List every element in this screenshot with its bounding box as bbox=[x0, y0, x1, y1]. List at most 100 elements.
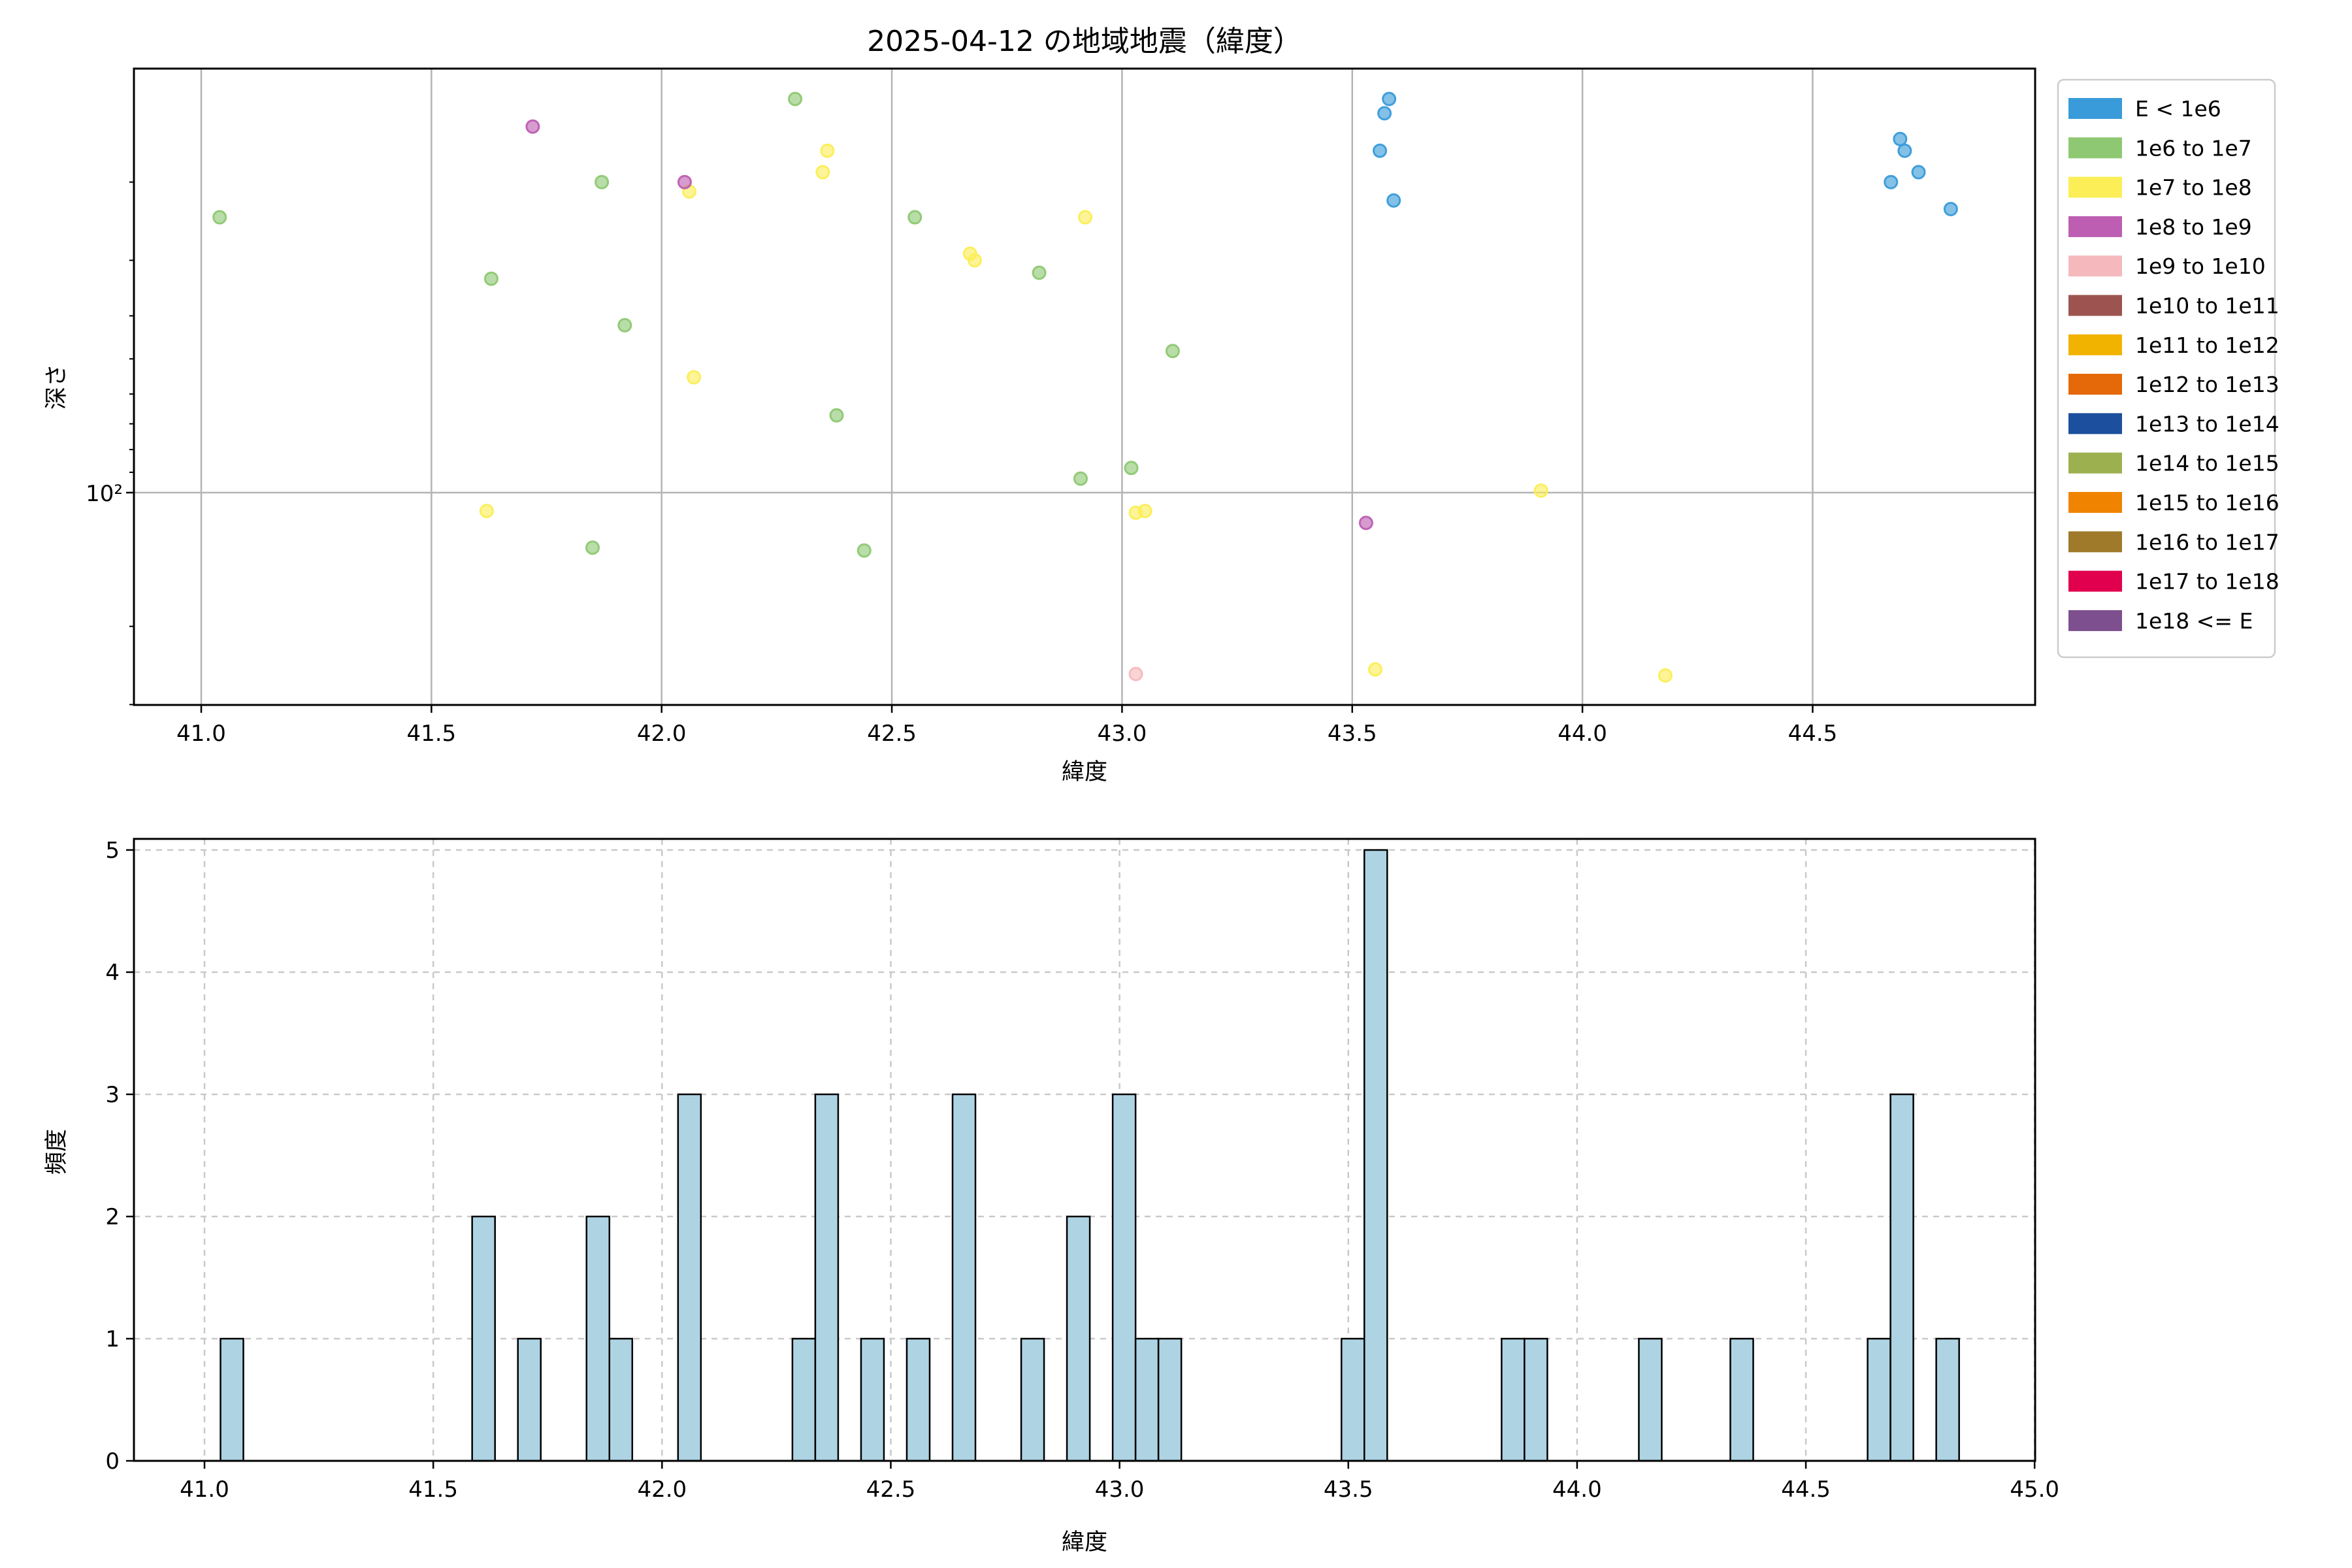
x-tick-label: 42.5 bbox=[866, 1477, 916, 1503]
scatter-point bbox=[1078, 210, 1093, 225]
scatter-plot-border bbox=[133, 67, 2036, 706]
histogram-bar bbox=[1501, 1337, 1526, 1462]
y-tick-label: 5 bbox=[105, 838, 120, 864]
legend-swatch bbox=[2068, 570, 2122, 592]
y-tick-label: 1 bbox=[105, 1326, 120, 1352]
chart-title: 2025-04-12 の地域地震（緯度） bbox=[867, 25, 1302, 58]
legend-swatch bbox=[2068, 255, 2122, 277]
histogram-bar bbox=[1889, 1093, 1914, 1462]
scatter-point bbox=[788, 91, 803, 106]
histogram-bar bbox=[1729, 1337, 1754, 1462]
scatter-point bbox=[1373, 143, 1388, 158]
scatter-point bbox=[525, 119, 540, 134]
scatter-point bbox=[829, 408, 844, 423]
x-tick-label: 44.5 bbox=[1781, 1477, 1831, 1503]
x-tick-label: 43.0 bbox=[1095, 1477, 1145, 1503]
histogram-bar bbox=[220, 1337, 244, 1462]
scatter-point bbox=[1367, 662, 1382, 677]
x-tick-label: 41.0 bbox=[176, 721, 226, 747]
legend-swatch bbox=[2068, 610, 2122, 631]
scatter-point bbox=[1658, 668, 1673, 683]
x-tick-label: 43.5 bbox=[1324, 1477, 1373, 1503]
scatter-point bbox=[820, 143, 835, 158]
legend-item-label: E < 1e6 bbox=[2135, 96, 2221, 122]
scatter-point bbox=[687, 370, 702, 385]
legend-item-label: 1e10 to 1e11 bbox=[2135, 293, 2279, 319]
scatter-point bbox=[595, 174, 610, 189]
histogram-bar bbox=[585, 1215, 611, 1462]
scatter-point bbox=[483, 271, 498, 286]
legend-swatch bbox=[2068, 216, 2122, 237]
legend-swatch bbox=[2068, 492, 2122, 513]
x-tick-label: 43.5 bbox=[1328, 721, 1377, 747]
histogram-bar bbox=[1638, 1337, 1663, 1462]
scatter-point bbox=[967, 253, 982, 268]
histogram-bar bbox=[1134, 1337, 1160, 1462]
histogram-bar bbox=[471, 1215, 496, 1462]
legend-item-label: 1e12 to 1e13 bbox=[2135, 372, 2279, 397]
legend-swatch bbox=[2068, 531, 2122, 553]
legend-swatch bbox=[2068, 176, 2122, 198]
histogram-bars-layer bbox=[220, 849, 1960, 1462]
y-tick-label: 2 bbox=[105, 1204, 120, 1230]
legend-swatch bbox=[2068, 98, 2122, 119]
y-tick-label: 3 bbox=[105, 1082, 120, 1108]
legend-item-label: 1e9 to 1e10 bbox=[2135, 253, 2266, 279]
scatter-point bbox=[1358, 515, 1373, 531]
histogram-gridlines bbox=[134, 839, 2036, 1461]
histogram-bar bbox=[860, 1337, 885, 1462]
scatter-point bbox=[1533, 483, 1548, 498]
legend-item-label: 1e11 to 1e12 bbox=[2135, 333, 2279, 358]
legend-item-label: 1e6 to 1e7 bbox=[2135, 135, 2252, 161]
legend-item-label: 1e15 to 1e16 bbox=[2135, 490, 2279, 515]
x-tick-label: 41.5 bbox=[408, 1477, 458, 1503]
scatter-point bbox=[1377, 106, 1392, 121]
x-tick-label: 41.5 bbox=[406, 721, 456, 747]
histogram-axes: 41.0 41.5 42.0 42.5 43.0 43.5 44.0 44.5 45.0 0 1 2 3… bbox=[105, 838, 2059, 1503]
x-tick-label: 45.0 bbox=[2010, 1477, 2059, 1503]
scatter-point bbox=[1073, 471, 1088, 486]
legend-item-label: 1e17 to 1e18 bbox=[2135, 569, 2279, 595]
histogram-bar bbox=[1524, 1337, 1548, 1462]
x-tick-label: 42.0 bbox=[637, 721, 687, 747]
hist-xlabel: 緯度 bbox=[1062, 1529, 1107, 1556]
scatter-ylabel: 深さ bbox=[44, 364, 70, 410]
legend-item-label: 1e14 to 1e15 bbox=[2135, 451, 2279, 476]
y-tick-label: 4 bbox=[105, 960, 120, 986]
x-tick-label: 44.0 bbox=[1552, 1477, 1602, 1503]
scatter-point bbox=[1382, 91, 1397, 106]
x-tick-label: 42.5 bbox=[867, 721, 917, 747]
scatter-point bbox=[1893, 131, 1908, 146]
y-tick-label: 0 bbox=[105, 1448, 120, 1475]
scatter-point bbox=[1911, 165, 1926, 180]
histogram-bar bbox=[1020, 1337, 1045, 1462]
scatter-point bbox=[1124, 461, 1139, 476]
scatter-xlabel: 緯度 bbox=[1062, 759, 1107, 785]
legend-swatch bbox=[2068, 374, 2122, 395]
histogram-plot-border bbox=[133, 838, 2036, 1462]
histogram-bar bbox=[906, 1337, 931, 1462]
legend-swatch bbox=[2068, 295, 2122, 316]
scatter-point bbox=[1128, 666, 1143, 681]
hist-ylabel: 頻度 bbox=[44, 1129, 70, 1175]
histogram-bar bbox=[1111, 1093, 1137, 1462]
legend-item-label: 1e8 to 1e9 bbox=[2135, 214, 2252, 240]
scatter-point bbox=[212, 210, 227, 225]
scatter-point bbox=[907, 210, 923, 225]
legend-box: E < 1e6 1e6 to 1e7 1e7 to 1e8 1e8 to 1e9 1e9… bbox=[2057, 78, 2279, 659]
histogram-bar bbox=[517, 1337, 542, 1462]
legend-swatch bbox=[2068, 413, 2122, 434]
x-tick-label: 43.0 bbox=[1098, 721, 1147, 747]
histogram-bar bbox=[1867, 1337, 1891, 1462]
scatter-point bbox=[1943, 201, 1958, 216]
scatter-point bbox=[1032, 265, 1047, 280]
scatter-point bbox=[815, 165, 830, 180]
scatter-point bbox=[1884, 174, 1899, 189]
histogram-bar bbox=[1340, 1337, 1365, 1462]
histogram-bar bbox=[1364, 849, 1388, 1462]
scatter-point bbox=[1386, 193, 1401, 208]
histogram-bar bbox=[677, 1093, 702, 1462]
scatter-axes: 41.0 41.5 42.0 42.5 43.0 43.5 44.0 44.5 bbox=[126, 67, 2036, 747]
